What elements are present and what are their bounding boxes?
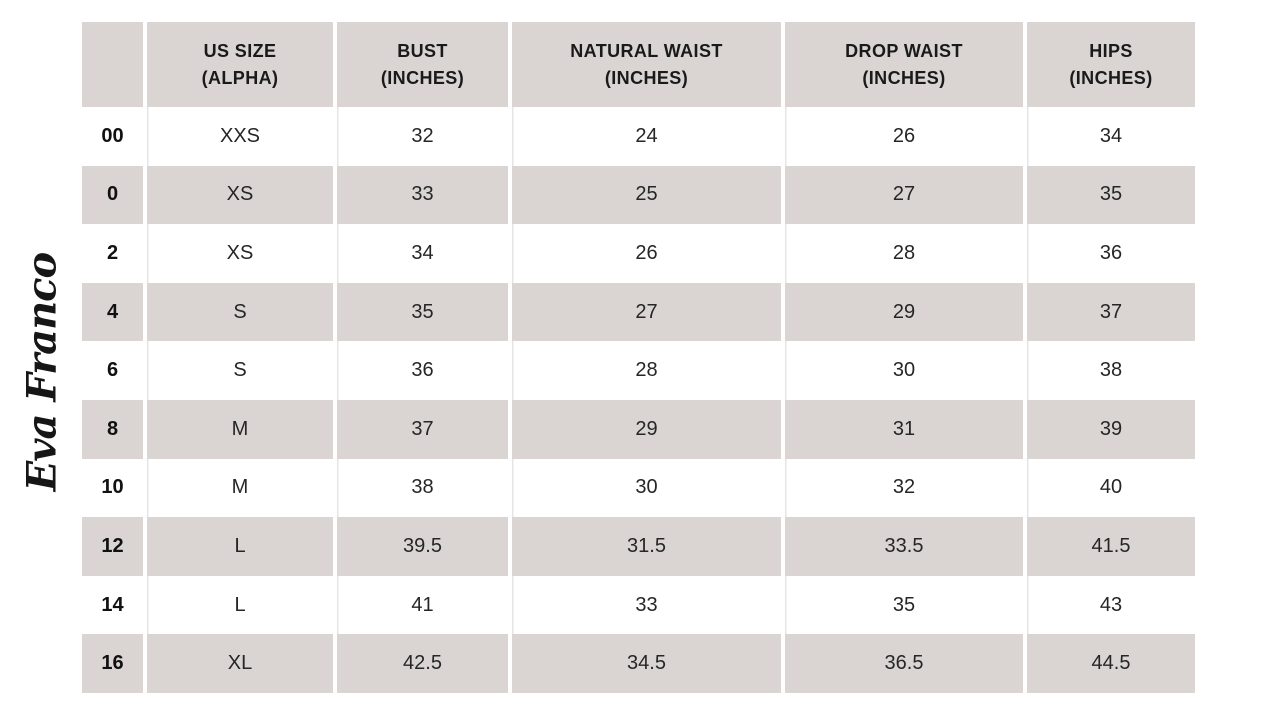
hips-cell: 44.5	[1023, 634, 1195, 693]
table-row: 14 L 41 33 35 43	[82, 575, 1195, 635]
column-header-us-size-alpha: US SIZE (ALPHA)	[143, 22, 333, 107]
bust-cell: 32	[333, 107, 508, 166]
natural-waist-cell: 24	[508, 107, 781, 166]
column-header-hips: HIPS (INCHES)	[1023, 22, 1195, 107]
bust-cell: 41	[333, 575, 508, 635]
column-header-numeric-size	[82, 22, 143, 107]
drop-waist-cell: 29	[781, 282, 1023, 342]
column-header-bust: BUST (INCHES)	[333, 22, 508, 107]
table-row: 16 XL 42.5 34.5 36.5 44.5	[82, 634, 1195, 693]
size-number-cell: 12	[82, 517, 143, 576]
hips-cell: 43	[1023, 575, 1195, 635]
table-body: 00 XXS 32 24 26 34 0 XS 33 25 27 35 2 XS 34 26 28 36 4 S 35 2…	[82, 107, 1195, 693]
hips-cell: 39	[1023, 399, 1195, 459]
alpha-cell: XS	[143, 165, 333, 225]
table-row: 6 S 36 28 30 38	[82, 341, 1195, 400]
hips-cell: 41.5	[1023, 517, 1195, 576]
natural-waist-cell: 29	[508, 399, 781, 459]
table-row: 10 M 38 30 32 40	[82, 458, 1195, 518]
natural-waist-cell: 33	[508, 575, 781, 635]
drop-waist-cell: 33.5	[781, 517, 1023, 576]
brand-logo-text: Eva Franco	[18, 252, 66, 492]
size-number-cell: 00	[82, 107, 143, 166]
hips-cell: 37	[1023, 282, 1195, 342]
alpha-cell: M	[143, 458, 333, 518]
table-row: 8 M 37 29 31 39	[82, 399, 1195, 459]
alpha-cell: S	[143, 341, 333, 400]
table-row: 2 XS 34 26 28 36	[82, 224, 1195, 283]
drop-waist-cell: 30	[781, 341, 1023, 400]
alpha-cell: L	[143, 575, 333, 635]
natural-waist-cell: 26	[508, 224, 781, 283]
hips-cell: 38	[1023, 341, 1195, 400]
size-number-cell: 6	[82, 341, 143, 400]
alpha-cell: XXS	[143, 107, 333, 166]
bust-cell: 35	[333, 282, 508, 342]
drop-waist-cell: 36.5	[781, 634, 1023, 693]
drop-waist-cell: 27	[781, 165, 1023, 225]
size-number-cell: 0	[82, 165, 143, 225]
table-row: 00 XXS 32 24 26 34	[82, 107, 1195, 166]
natural-waist-cell: 28	[508, 341, 781, 400]
size-number-cell: 10	[82, 458, 143, 518]
alpha-cell: S	[143, 282, 333, 342]
hips-cell: 36	[1023, 224, 1195, 283]
size-number-cell: 14	[82, 575, 143, 635]
hips-cell: 34	[1023, 107, 1195, 166]
hips-cell: 40	[1023, 458, 1195, 518]
column-header-natural-waist: NATURAL WAIST (INCHES)	[508, 22, 781, 107]
bust-cell: 42.5	[333, 634, 508, 693]
size-number-cell: 2	[82, 224, 143, 283]
natural-waist-cell: 34.5	[508, 634, 781, 693]
drop-waist-cell: 28	[781, 224, 1023, 283]
brand-logo: Eva Franco	[19, 253, 66, 491]
bust-cell: 37	[333, 399, 508, 459]
drop-waist-cell: 32	[781, 458, 1023, 518]
hips-cell: 35	[1023, 165, 1195, 225]
natural-waist-cell: 30	[508, 458, 781, 518]
table-row: 0 XS 33 25 27 35	[82, 165, 1195, 225]
bust-cell: 33	[333, 165, 508, 225]
size-number-cell: 16	[82, 634, 143, 693]
alpha-cell: XS	[143, 224, 333, 283]
natural-waist-cell: 27	[508, 282, 781, 342]
drop-waist-cell: 31	[781, 399, 1023, 459]
header-row: US SIZE (ALPHA) BUST (INCHES) NATURAL WA…	[82, 22, 1195, 107]
table-row: 4 S 35 27 29 37	[82, 282, 1195, 342]
bust-cell: 34	[333, 224, 508, 283]
natural-waist-cell: 25	[508, 165, 781, 225]
alpha-cell: XL	[143, 634, 333, 693]
column-header-drop-waist: DROP WAIST (INCHES)	[781, 22, 1023, 107]
natural-waist-cell: 31.5	[508, 517, 781, 576]
size-number-cell: 4	[82, 282, 143, 342]
table-row: 12 L 39.5 31.5 33.5 41.5	[82, 517, 1195, 576]
drop-waist-cell: 35	[781, 575, 1023, 635]
alpha-cell: L	[143, 517, 333, 576]
size-chart-table: US SIZE (ALPHA) BUST (INCHES) NATURAL WA…	[82, 22, 1195, 693]
bust-cell: 36	[333, 341, 508, 400]
drop-waist-cell: 26	[781, 107, 1023, 166]
bust-cell: 39.5	[333, 517, 508, 576]
alpha-cell: M	[143, 399, 333, 459]
size-number-cell: 8	[82, 399, 143, 459]
bust-cell: 38	[333, 458, 508, 518]
